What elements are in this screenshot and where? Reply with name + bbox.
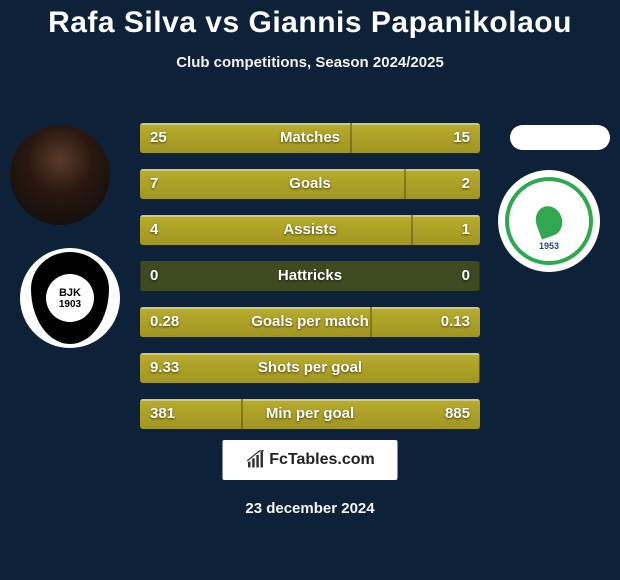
club-badge-year: 1953 [539,241,559,251]
page-title: Rafa Silva vs Giannis Papanikolaou [0,0,620,40]
player-left-avatar [10,125,110,225]
stat-label: Min per goal [140,399,480,429]
stat-row: 00Hattricks [140,261,480,291]
stat-label: Shots per goal [140,353,480,383]
stat-label: Goals [140,169,480,199]
chart-icon [245,450,265,470]
club-badge-text-bottom: 1903 [59,299,81,310]
avatar-image-placeholder [10,125,110,225]
stat-label: Goals per match [140,307,480,337]
stat-label: Hattricks [140,261,480,291]
besiktas-inner-circle: BJK 1903 [46,274,94,322]
rizespor-ring-icon: 1953 [505,177,593,265]
stat-label: Matches [140,123,480,153]
footer-date: 23 december 2024 [0,500,620,517]
stats-container: 2515Matches 72Goals 41Assists 00Hattricks 0.… [140,123,480,445]
page-subtitle: Club competitions, Season 2024/2025 [0,54,620,71]
stat-row: 381885Min per goal [140,399,480,429]
leaf-icon [532,202,567,239]
branding-badge[interactable]: FcTables.com [223,440,398,480]
stat-row: 41Assists [140,215,480,245]
player-right-club-badge: 1953 [498,170,600,272]
stat-row: 72Goals [140,169,480,199]
club-badge-text-top: BJK [59,287,81,299]
besiktas-shield-icon: BJK 1903 [31,252,109,344]
player-right-avatar-placeholder [510,125,610,150]
player-left-club-badge: BJK 1903 [20,248,120,348]
stat-row: 2515Matches [140,123,480,153]
branding-text: FcTables.com [269,451,375,469]
stat-row: 0.280.13Goals per match [140,307,480,337]
stat-row: 9.33Shots per goal [140,353,480,383]
stat-label: Assists [140,215,480,245]
